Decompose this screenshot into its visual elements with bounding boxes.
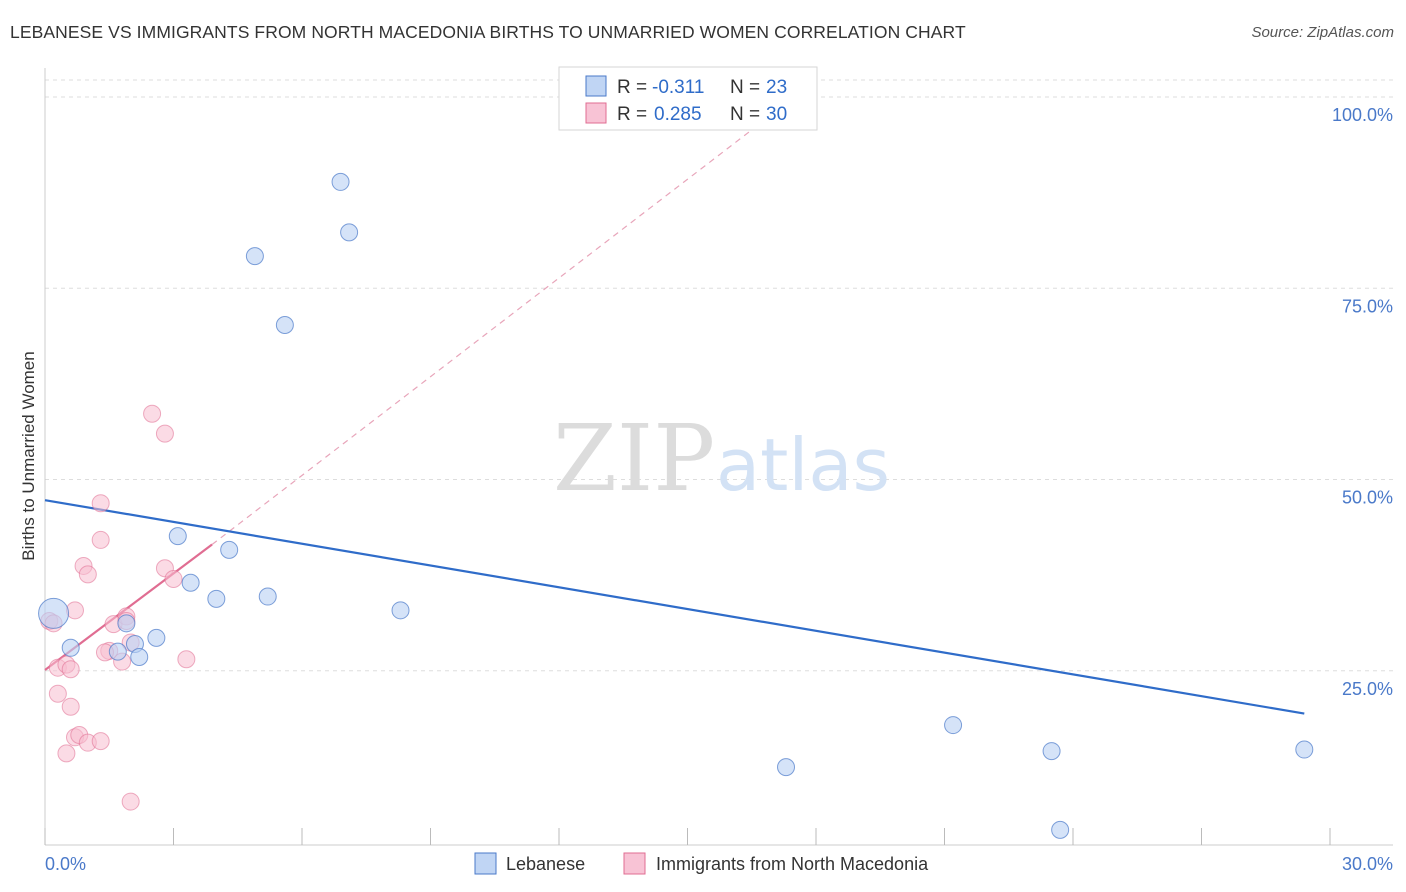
point-lebanese-0 xyxy=(38,597,70,629)
gridlines xyxy=(45,79,1393,672)
point-lebanese-14 xyxy=(331,172,350,191)
point-macedonia-4 xyxy=(61,660,80,679)
point-lebanese-7 xyxy=(168,527,187,546)
bottom-legend: Lebanese Immigrants from North Macedonia xyxy=(474,852,929,875)
bottom-legend-label-macedonia: Immigrants from North Macedonia xyxy=(656,854,929,874)
legend-swatch-lebanese xyxy=(585,75,607,97)
point-lebanese-5 xyxy=(130,647,149,666)
bottom-legend-swatch-lebanese xyxy=(474,852,497,875)
legend-n-value-1: 30 xyxy=(766,104,787,125)
point-lebanese-10 xyxy=(220,540,239,559)
point-lebanese-1 xyxy=(61,638,80,657)
watermark-atlas: atlas xyxy=(716,423,890,507)
point-lebanese-12 xyxy=(245,247,264,266)
y-axis-label: Births to Unmarried Women xyxy=(19,351,38,560)
point-macedonia-15 xyxy=(91,530,110,549)
bottom-legend-label-lebanese: Lebanese xyxy=(506,854,585,874)
point-lebanese-20 xyxy=(1042,742,1061,761)
y-tick-label-3: 100.0% xyxy=(1332,105,1393,125)
watermark: ZIP atlas xyxy=(553,405,890,512)
axes xyxy=(44,68,1393,846)
point-macedonia-27 xyxy=(177,650,196,669)
point-lebanese-13 xyxy=(275,315,294,334)
point-macedonia-14 xyxy=(78,565,97,584)
y-tick-label-1: 50.0% xyxy=(1342,488,1393,508)
point-lebanese-15 xyxy=(340,223,359,242)
point-macedonia-12 xyxy=(91,732,110,751)
point-lebanese-19 xyxy=(944,716,963,735)
trend-line-macedonia-extension xyxy=(211,96,795,546)
point-macedonia-5 xyxy=(65,601,84,620)
legend-r-label-1: R = xyxy=(617,104,647,125)
legend-r-value-1: 0.285 xyxy=(654,104,702,125)
legend-r-value-0: -0.311 xyxy=(652,77,704,98)
legend-n-label-0: N = xyxy=(730,77,760,98)
x-tick-labels: 0.0% 30.0% xyxy=(45,854,1393,874)
y-tick-label-2: 75.0% xyxy=(1342,296,1393,316)
chart-title: LEBANESE VS IMMIGRANTS FROM NORTH MACEDO… xyxy=(10,22,966,42)
point-macedonia-22 xyxy=(91,494,110,513)
y-tick-labels: 25.0% 50.0% 75.0% 100.0% xyxy=(1332,105,1393,699)
watermark-zip: ZIP xyxy=(553,405,715,512)
point-lebanese-11 xyxy=(258,587,277,606)
point-macedonia-26 xyxy=(164,569,183,588)
x-tick-label-1: 30.0% xyxy=(1342,854,1393,874)
point-lebanese-21 xyxy=(1051,820,1070,839)
legend-swatch-macedonia xyxy=(585,102,607,124)
point-macedonia-24 xyxy=(155,424,174,443)
point-lebanese-2 xyxy=(108,642,127,661)
legend-r-label-0: R = xyxy=(617,77,647,98)
data-points xyxy=(38,91,1314,839)
chart-source: Source: ZipAtlas.com xyxy=(1251,24,1394,41)
bottom-legend-swatch-macedonia xyxy=(623,852,646,875)
trend-line-lebanese xyxy=(44,499,1305,715)
x-tick-label-0: 0.0% xyxy=(45,854,86,874)
legend-n-value-0: 23 xyxy=(766,77,787,98)
point-lebanese-8 xyxy=(181,573,200,592)
point-lebanese-6 xyxy=(147,628,166,647)
point-macedonia-28 xyxy=(121,792,140,811)
point-lebanese-18 xyxy=(777,758,796,777)
point-macedonia-7 xyxy=(61,697,80,716)
point-macedonia-6 xyxy=(48,684,67,703)
point-lebanese-4 xyxy=(117,614,136,633)
point-lebanese-9 xyxy=(207,589,226,608)
point-macedonia-23 xyxy=(143,404,162,423)
point-lebanese-22 xyxy=(1295,740,1314,759)
point-lebanese-16 xyxy=(391,601,410,620)
y-tick-label-0: 25.0% xyxy=(1342,679,1393,699)
point-macedonia-9 xyxy=(57,744,76,763)
legend-box: R = -0.311 N = 23 R = 0.285 N = 30 xyxy=(558,66,818,131)
legend-n-label-1: N = xyxy=(730,104,760,125)
